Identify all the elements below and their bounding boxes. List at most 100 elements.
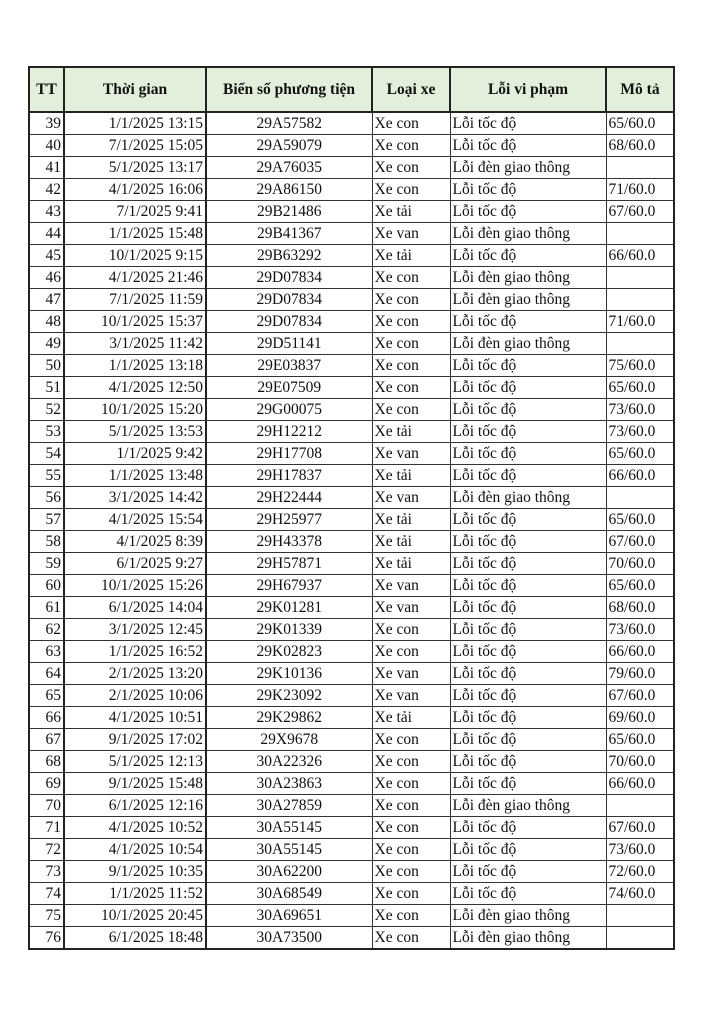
cell-time: 4/1/2025 10:51 — [63, 706, 207, 729]
cell-tt: 40 — [28, 134, 65, 157]
cell-time: 5/1/2025 13:53 — [63, 420, 207, 443]
cell-description: 66/60.0 — [605, 772, 675, 795]
cell-violation: Lỗi tốc độ — [449, 662, 607, 685]
cell-time: 4/1/2025 10:54 — [63, 838, 207, 861]
cell-plate: 29K01339 — [205, 618, 373, 641]
cell-time: 4/1/2025 8:39 — [63, 530, 207, 553]
cell-plate: 29H43378 — [205, 530, 373, 553]
cell-time: 1/1/2025 9:42 — [63, 442, 207, 465]
cell-description: 73/60.0 — [605, 838, 675, 861]
cell-vehicle-type: Xe van — [371, 684, 451, 707]
cell-description: 65/60.0 — [605, 508, 675, 531]
cell-time: 3/1/2025 12:45 — [63, 618, 207, 641]
cell-violation: Lỗi tốc độ — [449, 596, 607, 619]
table-row: 67 9/1/2025 17:02 29X9678 Xe con Lỗi tốc độ 6… — [28, 728, 675, 751]
cell-vehicle-type: Xe tải — [371, 530, 451, 553]
cell-description: 65/60.0 — [605, 442, 675, 465]
cell-description: 70/60.0 — [605, 552, 675, 575]
cell-violation: Lỗi tốc độ — [449, 354, 607, 377]
header-tt: TT — [28, 66, 65, 113]
cell-vehicle-type: Xe van — [371, 486, 451, 509]
cell-violation: Lỗi tốc độ — [449, 200, 607, 223]
cell-violation: Lỗi tốc độ — [449, 640, 607, 663]
cell-time: 4/1/2025 21:46 — [63, 266, 207, 289]
cell-time: 7/1/2025 15:05 — [63, 134, 207, 157]
table-row: 65 2/1/2025 10:06 29K23092 Xe van Lỗi tốc độ… — [28, 684, 675, 707]
table-row: 68 5/1/2025 12:13 30A22326 Xe con Lỗi tốc độ… — [28, 750, 675, 773]
cell-vehicle-type: Xe con — [371, 111, 451, 135]
cell-violation: Lỗi tốc độ — [449, 310, 607, 333]
cell-violation: Lỗi tốc độ — [449, 750, 607, 773]
table-row: 61 6/1/2025 14:04 29K01281 Xe van Lỗi tốc độ… — [28, 596, 675, 619]
cell-description — [605, 266, 675, 289]
header-time: Thời gian — [63, 66, 207, 113]
cell-plate: 29K10136 — [205, 662, 373, 685]
cell-vehicle-type: Xe tải — [371, 508, 451, 531]
cell-description: 66/60.0 — [605, 464, 675, 487]
cell-tt: 55 — [28, 464, 65, 487]
cell-vehicle-type: Xe con — [371, 750, 451, 773]
table-row: 52 10/1/2025 15:20 29G00075 Xe con Lỗi tốc đ… — [28, 398, 675, 421]
cell-tt: 57 — [28, 508, 65, 531]
cell-plate: 30A27859 — [205, 794, 373, 817]
cell-plate: 30A62200 — [205, 860, 373, 883]
cell-vehicle-type: Xe van — [371, 222, 451, 245]
cell-time: 6/1/2025 9:27 — [63, 552, 207, 575]
cell-vehicle-type: Xe con — [371, 640, 451, 663]
cell-time: 5/1/2025 13:17 — [63, 156, 207, 179]
cell-time: 10/1/2025 15:20 — [63, 398, 207, 421]
cell-plate: 29B41367 — [205, 222, 373, 245]
cell-plate: 29D51141 — [205, 332, 373, 355]
cell-violation: Lỗi đèn giao thông — [449, 794, 607, 817]
cell-description: 66/60.0 — [605, 244, 675, 267]
cell-description — [605, 486, 675, 509]
cell-time: 4/1/2025 10:52 — [63, 816, 207, 839]
cell-tt: 72 — [28, 838, 65, 861]
cell-plate: 29E07509 — [205, 376, 373, 399]
cell-time: 1/1/2025 13:18 — [63, 354, 207, 377]
cell-time: 6/1/2025 12:16 — [63, 794, 207, 817]
cell-violation: Lỗi tốc độ — [449, 684, 607, 707]
cell-tt: 43 — [28, 200, 65, 223]
cell-time: 4/1/2025 16:06 — [63, 178, 207, 201]
table-body: 39 1/1/2025 13:15 29A57582 Xe con Lỗi tốc độ… — [28, 111, 675, 950]
table-row: 45 10/1/2025 9:15 29B63292 Xe tải Lỗi tốc độ… — [28, 244, 675, 267]
table-row: 60 10/1/2025 15:26 29H67937 Xe van Lỗi tốc đ… — [28, 574, 675, 597]
cell-plate: 30A23863 — [205, 772, 373, 795]
cell-tt: 56 — [28, 486, 65, 509]
table-row: 57 4/1/2025 15:54 29H25977 Xe tải Lỗi tốc độ… — [28, 508, 675, 531]
cell-vehicle-type: Xe con — [371, 860, 451, 883]
cell-plate: 29B63292 — [205, 244, 373, 267]
cell-tt: 59 — [28, 552, 65, 575]
cell-vehicle-type: Xe con — [371, 288, 451, 311]
cell-vehicle-type: Xe con — [371, 178, 451, 201]
table-row: 74 1/1/2025 11:52 30A68549 Xe con Lỗi tốc độ… — [28, 882, 675, 905]
cell-tt: 75 — [28, 904, 65, 927]
cell-plate: 30A68549 — [205, 882, 373, 905]
cell-time: 4/1/2025 15:54 — [63, 508, 207, 531]
cell-vehicle-type: Xe tải — [371, 706, 451, 729]
table-row: 39 1/1/2025 13:15 29A57582 Xe con Lỗi tốc độ… — [28, 111, 675, 135]
table-row: 48 10/1/2025 15:37 29D07834 Xe con Lỗi tốc đ… — [28, 310, 675, 333]
cell-violation: Lỗi tốc độ — [449, 530, 607, 553]
cell-vehicle-type: Xe con — [371, 794, 451, 817]
table-row: 64 2/1/2025 13:20 29K10136 Xe van Lỗi tốc độ… — [28, 662, 675, 685]
cell-description: 75/60.0 — [605, 354, 675, 377]
cell-time: 1/1/2025 15:48 — [63, 222, 207, 245]
cell-description: 67/60.0 — [605, 816, 675, 839]
cell-description: 65/60.0 — [605, 574, 675, 597]
cell-tt: 50 — [28, 354, 65, 377]
cell-description: 70/60.0 — [605, 750, 675, 773]
violations-table: TT Thời gian Biển số phương tiện Loại xe… — [28, 66, 675, 950]
cell-tt: 71 — [28, 816, 65, 839]
cell-vehicle-type: Xe con — [371, 134, 451, 157]
cell-vehicle-type: Xe tải — [371, 464, 451, 487]
cell-vehicle-type: Xe con — [371, 926, 451, 950]
cell-time: 10/1/2025 20:45 — [63, 904, 207, 927]
cell-plate: 29K01281 — [205, 596, 373, 619]
cell-description: 65/60.0 — [605, 728, 675, 751]
cell-tt: 66 — [28, 706, 65, 729]
cell-description: 68/60.0 — [605, 596, 675, 619]
cell-violation: Lỗi đèn giao thông — [449, 904, 607, 927]
table-row: 75 10/1/2025 20:45 30A69651 Xe con Lỗi đèn g… — [28, 904, 675, 927]
